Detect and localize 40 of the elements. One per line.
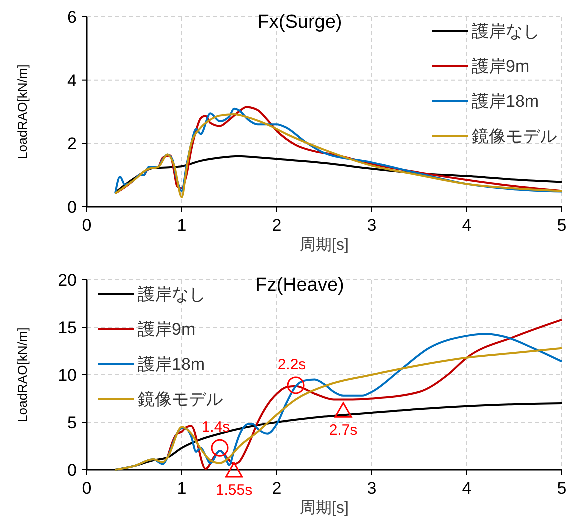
x-tick-label: 5 xyxy=(557,479,567,498)
chart-title: Fx(Surge) xyxy=(258,12,342,33)
legend-label: 護岸なし xyxy=(472,22,540,41)
x-tick-label: 5 xyxy=(557,216,567,235)
y-axis-title: LoadRAO[kN/m] xyxy=(15,64,30,160)
x-axis-title: 周期[s] xyxy=(300,499,349,517)
y-tick-label: 0 xyxy=(68,461,77,480)
x-tick-label: 4 xyxy=(462,216,472,235)
legend-label: 護岸なし xyxy=(138,285,206,304)
annotation: 2.2s xyxy=(278,356,306,374)
line-series xyxy=(114,155,563,194)
x-tick-label: 3 xyxy=(367,479,377,498)
y-tick-label: 15 xyxy=(58,318,77,338)
legend-label: 護岸18m xyxy=(138,355,206,374)
x-tick-label: 3 xyxy=(367,216,377,235)
chart-title: Fz(Heave) xyxy=(256,275,344,296)
x-tick-label: 2 xyxy=(272,479,282,498)
annotation: 1.55s xyxy=(216,482,253,499)
y-tick-label: 5 xyxy=(68,414,77,432)
y-tick-label: 10 xyxy=(58,366,77,385)
y-tick-label: 6 xyxy=(68,8,77,27)
y-axis-title: LoadRAO[kN/m] xyxy=(15,328,30,422)
x-tick-label: 2 xyxy=(272,216,282,235)
x-tick-label: 4 xyxy=(462,479,472,498)
x-tick-label: 0 xyxy=(82,479,92,498)
x-tick-label: 0 xyxy=(82,216,92,235)
legend-label: 護岸18m xyxy=(472,92,540,111)
y-tick-label: 20 xyxy=(58,271,77,290)
x-tick-label: 1 xyxy=(177,479,187,498)
annotation: 2.7s xyxy=(329,422,358,440)
legend-label: 護岸9m xyxy=(138,320,196,339)
y-tick-label: 0 xyxy=(68,198,77,217)
y-tick-label: 4 xyxy=(68,71,77,90)
legend-label: 鏡像モデル xyxy=(138,390,223,409)
x-axis-title: 周期[s] xyxy=(300,236,349,254)
y-tick-label: 2 xyxy=(68,134,77,154)
legend-label: 鏡像モデル xyxy=(472,127,557,146)
annotation: 1.4s xyxy=(202,419,230,436)
x-tick-label: 1 xyxy=(177,216,187,235)
legend-label: 護岸9m xyxy=(472,57,530,76)
